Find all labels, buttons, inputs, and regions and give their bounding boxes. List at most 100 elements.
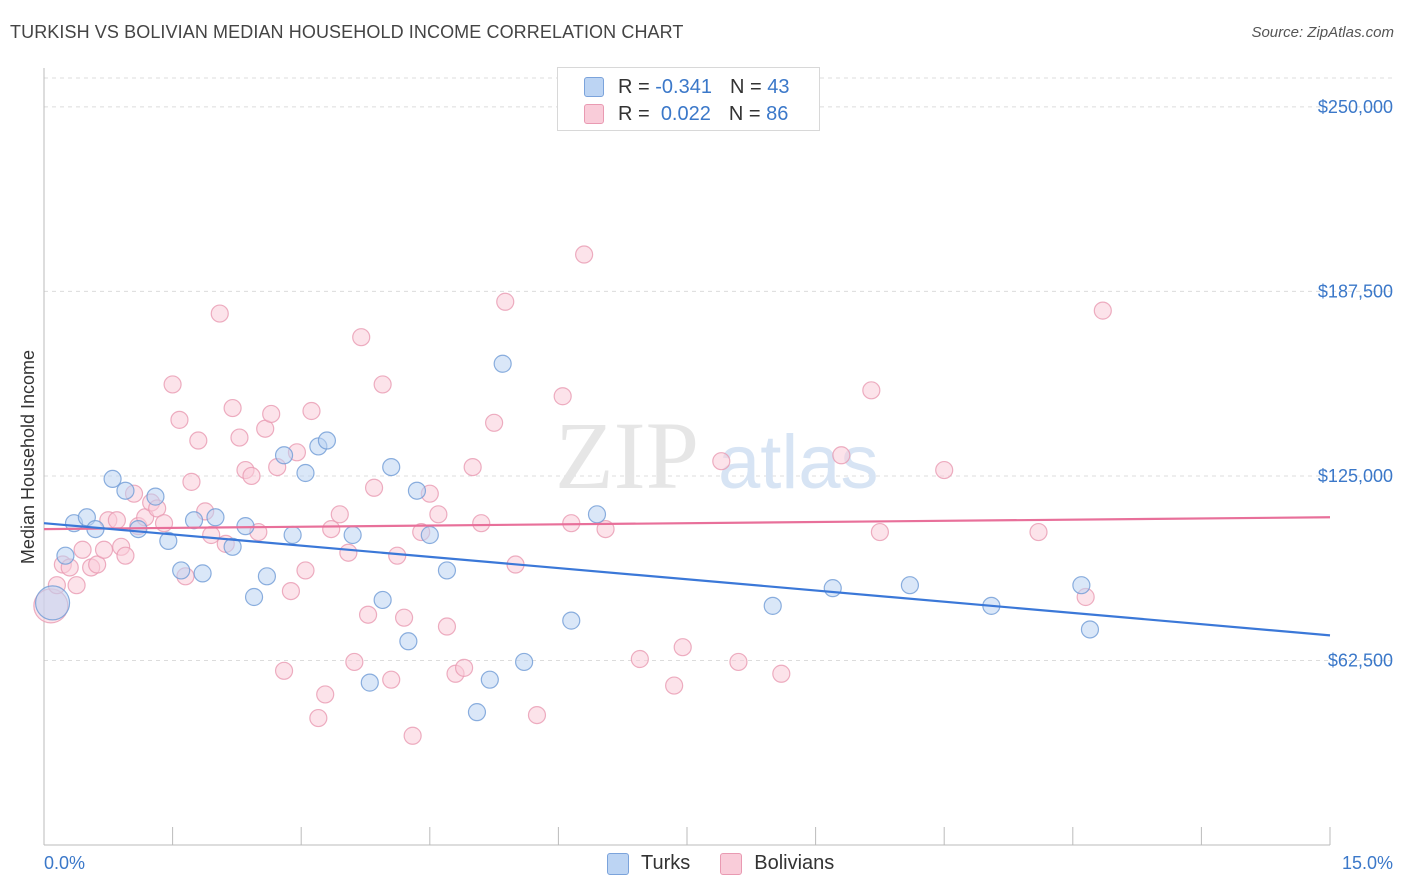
- bolivian-point: [575, 245, 594, 264]
- turk-point: [373, 590, 392, 610]
- trend-lines: [43, 516, 1331, 637]
- y-tick-label: $187,500: [1318, 281, 1393, 301]
- y-tick-labels: $62,500 $125,000 $187,500 $250,000: [1318, 97, 1393, 671]
- bolivians-n-value: 86: [766, 102, 789, 125]
- turks-legend-swatch: [607, 852, 629, 875]
- turk-point: [587, 505, 607, 524]
- bolivian-point: [429, 505, 448, 524]
- bolivian-point: [202, 525, 221, 545]
- bolivian-point: [107, 511, 126, 530]
- grid-lines: [44, 77, 1395, 661]
- legend-row-turks: R = -0.341 N = 43: [558, 74, 789, 100]
- watermark-zip: ZIP: [555, 402, 699, 509]
- turk-point: [343, 525, 362, 545]
- x-tick-label-max: 15.0%: [1342, 853, 1393, 873]
- turk-point: [467, 703, 487, 722]
- bolivians-swatch: [584, 104, 604, 124]
- turk-point: [172, 561, 191, 580]
- turk-point: [900, 576, 920, 595]
- bolivian-point: [862, 381, 881, 400]
- turks-n-value: 43: [767, 75, 790, 98]
- bolivian-point: [345, 652, 364, 672]
- turk-point: [360, 673, 379, 692]
- bolivian-point: [94, 540, 114, 559]
- bolivian-point: [296, 561, 315, 580]
- turk-point: [296, 463, 315, 483]
- bolivian-point: [935, 460, 954, 480]
- bolivian-point: [772, 664, 791, 683]
- bolivian-point: [496, 292, 515, 311]
- legend-row-bolivians: R = 0.022 N = 86: [558, 101, 788, 127]
- bolivian-point: [309, 708, 328, 728]
- turk-point: [382, 457, 401, 477]
- bolivian-point: [262, 404, 281, 424]
- bolivian-point: [352, 328, 371, 347]
- turks-points: [34, 354, 1100, 722]
- turks-r-label: R =: [618, 75, 650, 98]
- bolivians-legend-label: Bolivians: [754, 852, 835, 874]
- turks-n-label: N =: [729, 75, 762, 98]
- bolivian-point: [67, 576, 86, 595]
- bolivian-point: [437, 617, 457, 636]
- bolivian-point: [316, 685, 335, 704]
- bolivian-point: [302, 401, 321, 421]
- turk-point: [244, 587, 264, 607]
- bolivian-point: [832, 446, 851, 465]
- turk-point: [1080, 620, 1100, 639]
- turk-point: [317, 431, 337, 450]
- turk-point: [206, 508, 225, 527]
- turk-point: [763, 596, 782, 615]
- bolivians-r-label: R =: [618, 102, 650, 125]
- turks-swatch: [584, 77, 604, 97]
- watermark: ZIP atlas: [555, 402, 879, 509]
- bolivian-point: [116, 546, 135, 565]
- bolivian-point: [553, 387, 572, 406]
- turk-point: [56, 546, 75, 565]
- turk-point: [407, 481, 427, 500]
- bolivian-point: [454, 658, 474, 677]
- bolivians-n-label: N =: [728, 102, 761, 125]
- bolivian-point: [223, 398, 242, 418]
- bolivian-point: [88, 555, 107, 574]
- bolivian-point: [163, 375, 182, 394]
- turk-point: [1072, 576, 1091, 595]
- turk-point: [257, 567, 277, 586]
- turk-point: [34, 585, 71, 621]
- bolivian-point: [364, 478, 384, 497]
- y-tick-label: $62,500: [1328, 650, 1393, 670]
- y-tick-label: $125,000: [1318, 466, 1393, 486]
- turk-point: [515, 652, 534, 672]
- source-label: Source: ZipAtlas.com: [1251, 24, 1394, 41]
- axes: [43, 68, 1331, 846]
- turk-point: [223, 537, 242, 556]
- bolivian-point: [1029, 522, 1048, 542]
- bolivian-point: [281, 581, 301, 601]
- bolivian-point: [210, 304, 229, 323]
- turk-point: [116, 481, 135, 500]
- bolivian-point: [242, 466, 261, 486]
- bolivian-point: [1093, 301, 1112, 320]
- turks-trend-line: [43, 522, 1331, 637]
- turk-point: [399, 632, 418, 651]
- turk-point: [480, 670, 499, 689]
- bolivian-point: [182, 472, 201, 491]
- bolivian-point: [527, 705, 547, 725]
- bolivian-point: [463, 457, 482, 477]
- turk-point: [283, 525, 302, 545]
- bolivian-point: [485, 413, 504, 432]
- turk-point: [159, 531, 178, 551]
- bolivian-point: [382, 670, 401, 689]
- turk-point: [823, 579, 842, 598]
- turk-point: [420, 525, 439, 545]
- bolivian-point: [472, 514, 491, 533]
- bolivian-point: [330, 505, 349, 524]
- bolivian-point: [373, 375, 392, 394]
- bolivian-point: [394, 608, 414, 627]
- chart-title: TURKISH VS BOLIVIAN MEDIAN HOUSEHOLD INC…: [10, 22, 684, 42]
- turks-legend-label: Turks: [641, 852, 691, 874]
- turk-point: [274, 446, 294, 465]
- bolivian-point: [170, 410, 189, 429]
- x-tick-labels: 0.0% 15.0%: [44, 853, 1393, 873]
- bolivian-point: [189, 431, 208, 450]
